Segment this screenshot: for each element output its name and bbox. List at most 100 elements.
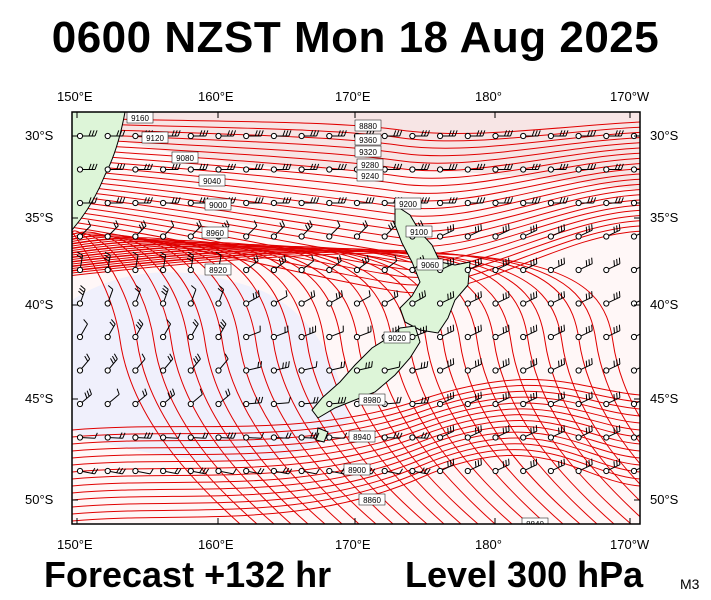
height-contour (72, 251, 640, 444)
contour-label-text: 9080 (176, 154, 194, 163)
wind-barb (187, 467, 210, 475)
wind-barb (575, 425, 593, 441)
wind-barb (603, 458, 621, 475)
height-contour (72, 443, 640, 508)
wind-barb (298, 163, 320, 173)
wind-barb (298, 290, 316, 307)
wind-barb (492, 224, 510, 240)
contour-label-text: 8900 (348, 466, 366, 475)
wind-barb (603, 224, 621, 240)
wind-barb (298, 396, 319, 408)
stewart-island (315, 427, 329, 443)
wind-barb (215, 130, 237, 140)
contour-label-text: 8960 (206, 229, 224, 238)
wind-barb (298, 220, 313, 240)
wind-barb (326, 290, 343, 307)
wind-barb (437, 197, 458, 207)
wind-barb (547, 425, 565, 441)
height-contour (72, 229, 241, 524)
wind-barb (464, 291, 482, 307)
wind-barb (76, 353, 91, 374)
wind-barb (243, 255, 259, 274)
wind-barb (104, 220, 119, 240)
wind-barb (160, 220, 175, 240)
lat-label-right: 40°S (650, 297, 679, 312)
wind-barb (187, 353, 201, 374)
wind-barb (381, 467, 403, 475)
wind-barb (437, 224, 455, 240)
contour-label: 8980 (358, 393, 386, 406)
wind-barb (381, 361, 401, 374)
wind-barb (104, 285, 114, 307)
lat-label-left: 45°S (25, 391, 54, 406)
wind-barb (464, 197, 486, 207)
wind-barb (353, 290, 371, 307)
wind-barb (547, 130, 569, 140)
wind-barb (76, 432, 98, 441)
wind-barb (243, 432, 264, 441)
wind-barb (76, 197, 98, 207)
lat-label-left: 35°S (25, 210, 54, 225)
wind-barb (326, 255, 342, 274)
wind-barb (215, 388, 231, 408)
height-contour (72, 164, 640, 202)
wind-barb (104, 353, 118, 374)
contour-label-text: 8980 (363, 396, 381, 405)
contour-label: 8960 (201, 226, 229, 239)
wind-barb (243, 163, 264, 173)
lon-label-bottom: 180° (475, 537, 502, 552)
contour-label: 9280 (356, 158, 384, 171)
wind-barb (353, 361, 373, 374)
height-contour (72, 420, 640, 480)
height-contour (72, 138, 640, 164)
wind-barb (160, 285, 169, 307)
wind-barb (187, 163, 209, 173)
wind-barb (270, 290, 288, 307)
wind-barb (492, 257, 510, 274)
lon-label-top: 150°E (57, 89, 93, 104)
wind-barb (381, 255, 398, 274)
height-contour (72, 241, 496, 524)
contour-label: 9200 (394, 197, 422, 210)
wind-barb (215, 319, 227, 341)
map-title: 0600 NZST Mon 18 Aug 2025 (51, 13, 660, 62)
lon-label-bottom: 150°E (57, 537, 93, 552)
lat-label-right: 45°S (650, 391, 679, 406)
wind-barb (243, 396, 264, 408)
wind-barb (132, 251, 139, 274)
wind-barb (76, 388, 92, 408)
contour-label: 8920 (204, 263, 232, 276)
wind-barb (520, 291, 538, 307)
wind-barb (76, 285, 86, 307)
lat-label-right: 35°S (650, 210, 679, 225)
wind-barb (547, 257, 565, 274)
wind-barb (603, 425, 621, 441)
wind-barb (520, 163, 541, 173)
wind-barb (104, 197, 126, 207)
wind-barb (492, 458, 510, 475)
wind-barb (187, 220, 202, 240)
wind-barb (270, 467, 293, 475)
wind-barb (187, 130, 209, 140)
wind-barb (437, 358, 455, 374)
height-contour (72, 390, 640, 445)
wind-barb (492, 197, 514, 207)
wind-barb (270, 361, 290, 374)
wind-barb (520, 324, 538, 341)
wind-barb (464, 458, 482, 475)
wind-barb (630, 166, 640, 173)
wind-barb (547, 163, 569, 173)
wind-barb (630, 400, 640, 408)
wind-barb (575, 163, 597, 173)
wind-barb (381, 163, 403, 173)
wind-barb (243, 197, 264, 207)
wind-barb (603, 163, 624, 173)
wind-barb (270, 255, 287, 274)
height-contour (72, 249, 640, 502)
height-contour (72, 117, 640, 135)
wind-barb (464, 358, 482, 374)
wind-barb (326, 163, 347, 173)
height-contour (72, 205, 640, 263)
wind-barb (381, 432, 403, 441)
wind-barb (437, 458, 455, 475)
